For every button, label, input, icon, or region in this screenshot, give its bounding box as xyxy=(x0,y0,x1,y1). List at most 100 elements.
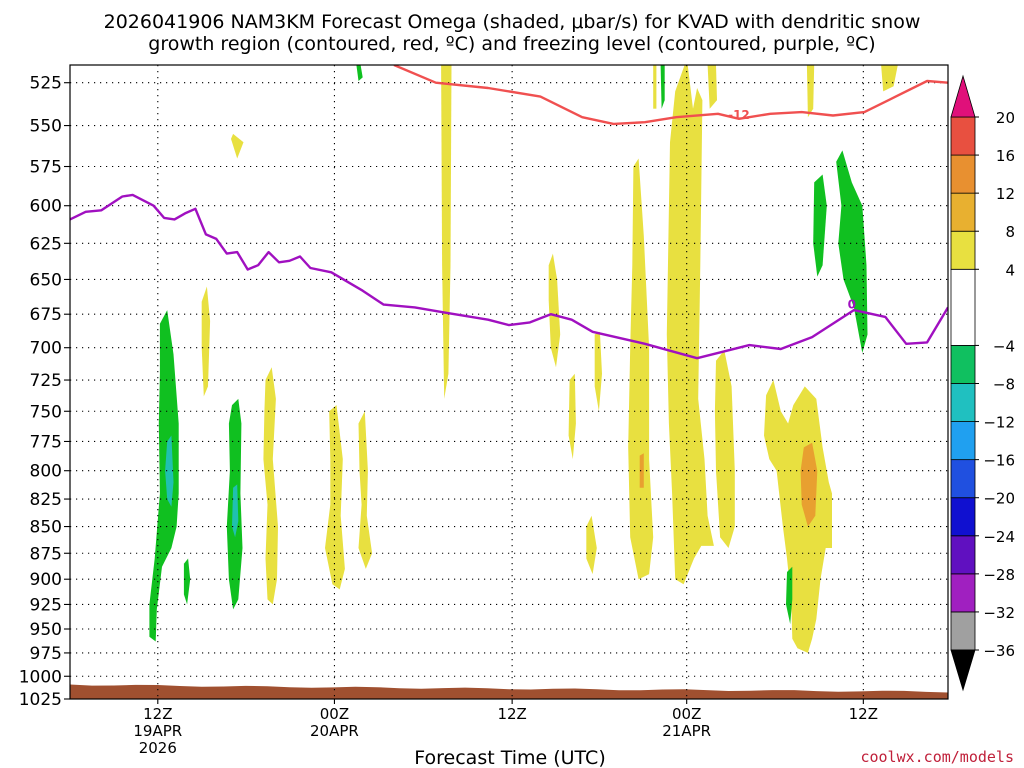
y-tick-label-900: 900 xyxy=(30,570,62,590)
omega-region-4 xyxy=(660,65,665,109)
colorbar-label--32: −32 xyxy=(983,604,1015,622)
colorbar-band-0 xyxy=(950,611,976,651)
contour-line-2 xyxy=(70,193,948,360)
omega-region-9 xyxy=(149,310,179,642)
omega-region-17 xyxy=(358,411,373,569)
grid-lines xyxy=(70,65,948,699)
omega-region-26 xyxy=(764,380,832,653)
colorbar-bottom-arrow xyxy=(950,649,976,692)
terrain-layer xyxy=(70,684,948,699)
x-tick-label-0: 12Z xyxy=(143,705,172,723)
x-tick-label-3: 00Z xyxy=(672,705,701,723)
omega-region-25 xyxy=(714,350,735,548)
y-tick-label-550: 550 xyxy=(30,117,62,137)
y-tick-label-800: 800 xyxy=(30,462,62,482)
omega-region-7 xyxy=(806,65,815,118)
colorbar-label--12: −12 xyxy=(983,414,1015,432)
colorbar-label--4: −4 xyxy=(993,337,1015,355)
omega-region-6 xyxy=(707,65,717,109)
colorbar-band-9 xyxy=(950,230,976,270)
omega-region-29 xyxy=(813,174,827,277)
omega-region-14 xyxy=(183,558,191,605)
terrain-band xyxy=(70,684,948,699)
x-date-label-1: 20APR xyxy=(310,722,359,740)
omega-region-15 xyxy=(263,367,278,605)
colorbar-label--16: −16 xyxy=(983,452,1015,470)
colorbar-label--28: −28 xyxy=(983,566,1015,584)
colorbar-label--8: −8 xyxy=(993,376,1015,394)
contour-label-freezing: 0 xyxy=(848,298,856,312)
omega-region-24 xyxy=(666,65,714,585)
y-tick-label-925: 925 xyxy=(30,595,62,615)
plot-frame xyxy=(69,64,949,700)
y-tick-label-575: 575 xyxy=(30,158,62,178)
colorbar-top-arrow xyxy=(950,74,976,118)
colorbar-band-12 xyxy=(950,116,976,156)
y-tick-label-700: 700 xyxy=(30,339,62,359)
colorbar-band-10 xyxy=(950,192,976,232)
x-date-label-0: 19APR xyxy=(133,722,182,740)
y-tick-label-725: 725 xyxy=(30,371,62,391)
colorbar-label-8: 8 xyxy=(1005,223,1015,241)
chart-title-line-1: 2026041906 NAM3KM Forecast Omega (shaded… xyxy=(104,11,921,33)
colorbar-label--20: −20 xyxy=(983,490,1015,508)
omega-region-19 xyxy=(568,373,576,460)
x-tick-label-4: 12Z xyxy=(849,705,878,723)
plot-area: -12 0 xyxy=(69,64,949,700)
chart-title-line-2: growth region (contoured, red, ºC) and f… xyxy=(148,33,875,55)
colorbar-band-4 xyxy=(950,459,976,499)
colorbar-band-7 xyxy=(950,345,976,384)
y-tick-label-975: 975 xyxy=(30,644,62,664)
y-tick-label-625: 625 xyxy=(30,234,62,254)
omega-region-23 xyxy=(639,453,644,488)
y-tick-label-775: 775 xyxy=(30,432,62,452)
x-tick-label-2: 12Z xyxy=(497,705,526,723)
colorbar-band-2 xyxy=(950,535,976,575)
credit-text: coolwx.com/models xyxy=(860,748,1014,766)
x-tick-label-1: 00Z xyxy=(320,705,349,723)
colorbar-band-11 xyxy=(950,154,976,194)
colorbar-band-1 xyxy=(950,573,976,613)
omega-region-13 xyxy=(232,484,239,538)
y-axis: 525 550 575 600 625 650 675 700 725 750 775 800 825 8… xyxy=(19,74,70,710)
omega-region-5 xyxy=(653,65,657,109)
contour-label-dsg: -12 xyxy=(728,108,750,122)
omega-region-2 xyxy=(231,133,244,159)
y-tick-label-600: 600 xyxy=(30,197,62,217)
contour-line-1 xyxy=(393,65,948,126)
omega-region-8 xyxy=(881,65,898,92)
y-tick-label-950: 950 xyxy=(30,620,62,640)
y-tick-label-850: 850 xyxy=(30,518,62,538)
colorbar-label--36: −36 xyxy=(983,642,1015,660)
omega-region-20 xyxy=(594,331,602,412)
omega-region-30 xyxy=(786,566,793,625)
colorbar-label--24: −24 xyxy=(983,528,1015,546)
y-tick-label-875: 875 xyxy=(30,544,62,564)
y-tick-label-1025: 1025 xyxy=(19,690,62,710)
omega-region-1 xyxy=(356,65,363,81)
omega-region-22 xyxy=(628,158,654,580)
omega-region-18 xyxy=(548,253,561,368)
colorbar-label-16: 16 xyxy=(996,147,1015,165)
x-year-label-0: 2026 xyxy=(139,739,177,757)
y-tick-label-750: 750 xyxy=(30,402,62,422)
y-tick-label-825: 825 xyxy=(30,490,62,510)
y-tick-label-525: 525 xyxy=(30,74,62,94)
x-date-label-3: 21APR xyxy=(662,722,711,740)
omega-region-28 xyxy=(836,150,868,353)
y-tick-label-650: 650 xyxy=(30,270,62,290)
colorbar-band-8 xyxy=(950,268,976,346)
colorbar: 20 16 12 8 4 −4 −8 −12 −16 −20 −24 −28 −32 −36 xyxy=(950,74,1015,692)
colorbar-band-6 xyxy=(950,383,976,422)
y-tick-label-1000: 1000 xyxy=(19,667,62,687)
omega-shading xyxy=(149,65,898,653)
omega-region-27 xyxy=(800,442,818,527)
colorbar-band-3 xyxy=(950,497,976,537)
omega-region-21 xyxy=(586,515,597,575)
contour-lines: -12 0 xyxy=(70,65,948,360)
x-axis-label: Forecast Time (UTC) xyxy=(414,747,605,768)
colorbar-label-12: 12 xyxy=(996,185,1015,203)
colorbar-label-4: 4 xyxy=(1005,261,1015,279)
